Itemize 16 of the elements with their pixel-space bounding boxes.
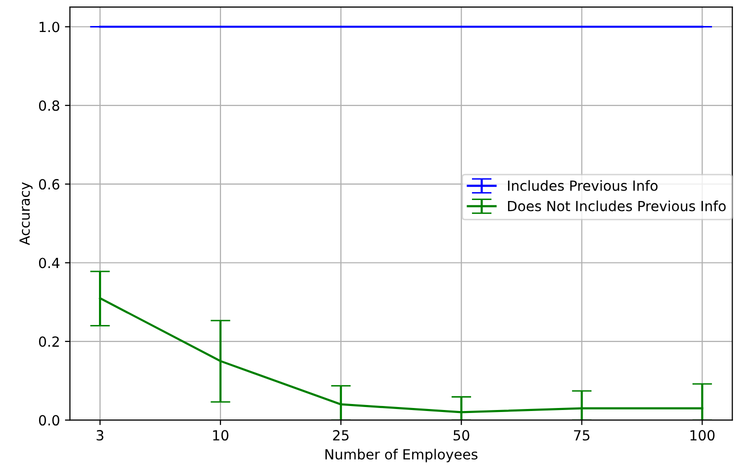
y-tick-label: 0.0 [39,415,60,426]
y-axis-title: Accuracy [20,182,33,246]
y-tick-label: 0.6 [39,179,60,190]
x-tick-label: 100 [690,430,715,441]
legend-label: Does Not Includes Previous Info [508,200,726,212]
x-tick-label: 3 [96,430,104,441]
x-tick-label: 50 [454,430,470,441]
x-tick-label: 10 [213,430,228,441]
y-tick-label: 0.8 [39,100,60,111]
y-tick-label: 1.0 [40,22,60,32]
x-tick-label: 75 [574,430,590,441]
legend-label: Includes Previous Info [508,180,658,191]
y-tick-label: 0.4 [39,258,60,268]
x-tick-label: 25 [333,430,349,441]
y-tick-label: 0.2 [39,336,59,347]
x-axis-title: Number of Employees [325,448,478,462]
